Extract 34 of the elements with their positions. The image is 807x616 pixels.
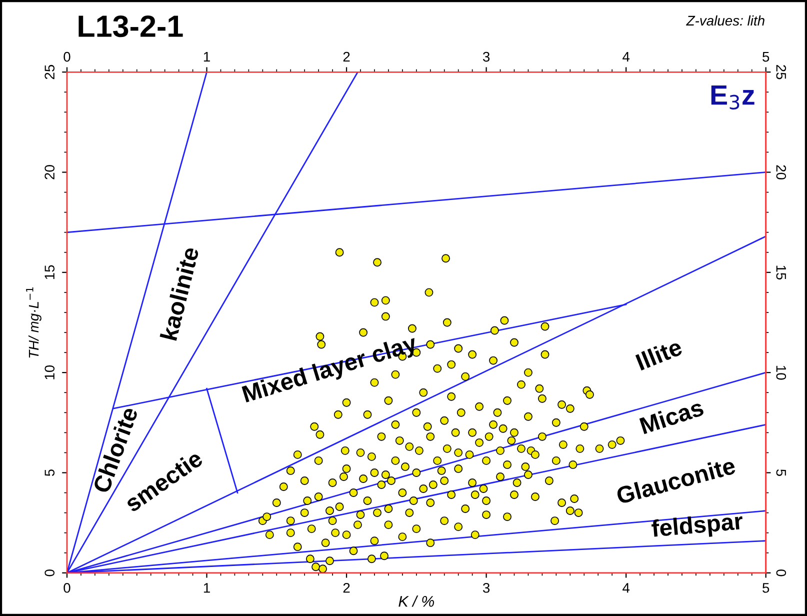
y-axis-title: TH/ mg·L$^{−1}$ — [26, 287, 42, 358]
annotation: feldspar — [651, 512, 744, 542]
annotation: kaolinite — [160, 246, 200, 341]
x2-tick-label: 3 — [482, 52, 490, 62]
y2-tick-label: 0 — [776, 570, 786, 576]
x-tick-label: 3 — [482, 582, 490, 593]
annotation: E$_{3}$z — [711, 86, 754, 110]
x2-tick-label: 1 — [204, 52, 210, 62]
text: Z-values: lith — [686, 15, 764, 26]
y2-tick-label: 10 — [776, 366, 786, 380]
y-tick-label: 0 — [44, 570, 55, 576]
x-tick-label: 1 — [204, 583, 210, 593]
x-tick-label: 0 — [64, 582, 70, 593]
chart-title: L13-2-1 — [78, 15, 183, 38]
y-tick-label: 15 — [44, 265, 55, 280]
x2-tick-label: 4 — [622, 52, 630, 62]
y-tick-label: 5 — [44, 469, 55, 476]
y2-tick-label: 5 — [776, 469, 786, 476]
x-axis-title: K / % — [398, 596, 434, 607]
y2-tick-label: 20 — [776, 165, 786, 180]
x-tick-label: 5 — [762, 583, 770, 593]
x2-tick-label: 5 — [762, 52, 770, 62]
y2-tick-label: 15 — [776, 266, 786, 280]
x-tick-label: 4 — [622, 583, 630, 593]
x2-tick-label: 2 — [343, 52, 350, 62]
annotation: Illite — [635, 338, 684, 371]
y-tick-label: 25 — [44, 64, 55, 80]
y-tick-label: 20 — [44, 165, 55, 180]
annotation: Micas — [639, 398, 704, 434]
y-tick-label: 10 — [44, 365, 55, 380]
x2-tick-label: 0 — [64, 52, 70, 62]
y2-tick-label: 25 — [776, 65, 786, 80]
annotation: Mixed layer clay — [241, 334, 420, 408]
x-tick-label: 2 — [343, 582, 350, 593]
